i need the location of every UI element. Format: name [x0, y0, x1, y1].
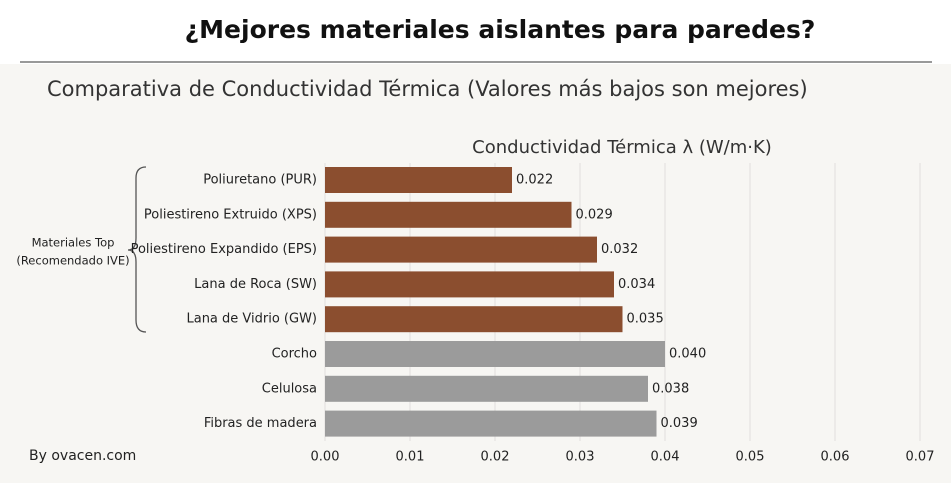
y-tick-label: Poliestireno Extruido (XPS) [144, 207, 317, 222]
chart-subtitle: Comparativa de Conductividad Térmica (Va… [47, 77, 808, 101]
bar [325, 167, 512, 193]
y-tick-label: Corcho [272, 347, 317, 362]
value-label: 0.029 [576, 207, 613, 222]
x-tick-label: 0.02 [481, 450, 510, 465]
axis-title: Conductividad Térmica λ (W/m·K) [472, 137, 772, 158]
y-tick-label: Poliestireno Expandido (EPS) [131, 242, 317, 257]
y-tick-label: Fibras de madera [204, 416, 317, 431]
value-label: 0.022 [516, 173, 553, 188]
bar [325, 201, 572, 228]
bar [325, 410, 657, 437]
bar [325, 236, 597, 263]
value-label: 0.034 [618, 277, 655, 292]
value-label: 0.039 [661, 416, 698, 431]
group-label: (Recomendado IVE) [16, 254, 129, 268]
x-tick-label: 0.07 [906, 450, 935, 465]
bar [325, 341, 665, 367]
plot: 0.00 0.01 0.02 0.03 0.04 0.05 0.06 0.07 Poliuret… [131, 163, 935, 465]
x-tick-label: 0.01 [396, 450, 425, 465]
value-label: 0.040 [669, 347, 706, 362]
header-bg [0, 0, 951, 64]
x-tick-label: 0.04 [651, 450, 680, 465]
group-label: Materiales Top [32, 236, 115, 250]
chart-title: ¿Mejores materiales aislantes para pared… [185, 15, 816, 44]
value-label: 0.032 [601, 242, 638, 257]
y-tick-label: Lana de Vidrio (GW) [186, 312, 317, 327]
bar [325, 306, 623, 333]
x-tick-label: 0.06 [821, 450, 850, 465]
group-brace [127, 166, 147, 333]
y-tick-label: Lana de Roca (SW) [194, 277, 317, 292]
bar [325, 271, 614, 298]
value-label: 0.035 [627, 312, 664, 327]
source-credit: By ovacen.com [29, 448, 136, 464]
y-tick-label: Celulosa [262, 381, 317, 396]
x-tick-label: 0.05 [736, 450, 765, 465]
value-label: 0.038 [652, 381, 689, 396]
x-tick-label: 0.00 [311, 450, 340, 465]
y-tick-label: Poliuretano (PUR) [203, 173, 317, 188]
x-tick-label: 0.03 [566, 450, 595, 465]
bar [325, 375, 648, 402]
